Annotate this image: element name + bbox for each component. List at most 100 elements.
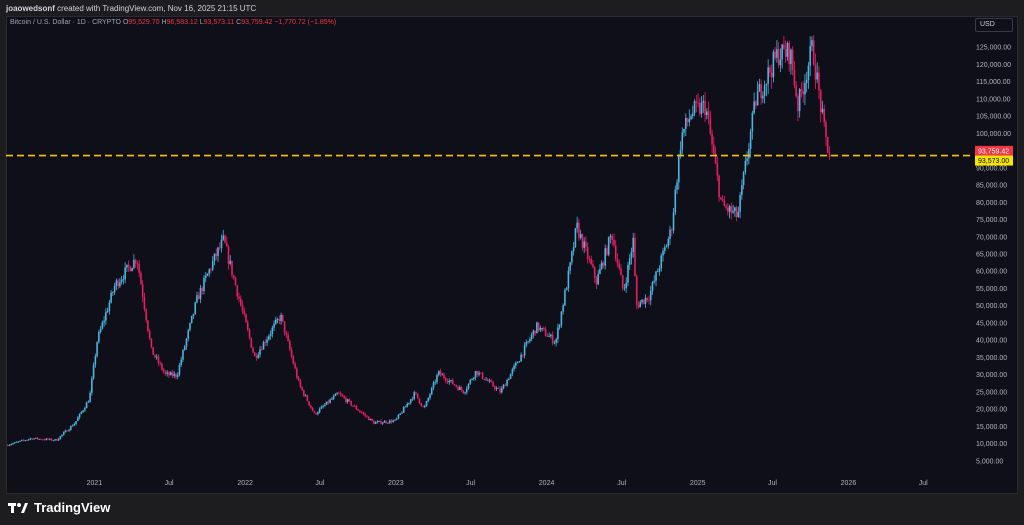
candle-body — [469, 379, 472, 384]
candle-body — [311, 407, 314, 412]
candle-body — [126, 264, 128, 268]
candle-body — [628, 258, 631, 265]
candle-body — [574, 228, 577, 247]
candle-body — [236, 285, 239, 297]
candle-body — [720, 197, 722, 200]
candle-body — [98, 332, 100, 343]
candle-body — [173, 373, 175, 376]
y-tick-label: 15,000.00 — [976, 424, 1007, 431]
price-badge — [975, 155, 1013, 166]
candle-body — [467, 383, 470, 389]
currency-button[interactable]: USD — [975, 18, 1013, 32]
candle-body — [418, 398, 421, 404]
candle-body — [751, 112, 754, 132]
candle-body — [26, 439, 28, 441]
candle-body — [259, 349, 261, 355]
candle-body — [516, 362, 519, 364]
candle-body — [82, 410, 84, 412]
candle-body — [413, 392, 416, 399]
candle-body — [136, 263, 139, 265]
candle-body — [642, 299, 645, 304]
candle-body — [324, 404, 326, 407]
candle-body — [296, 368, 298, 378]
candle-body — [457, 386, 459, 390]
candle-body — [423, 406, 426, 407]
candle-body — [133, 259, 135, 269]
x-tick-label: 2024 — [539, 480, 555, 487]
candle-body — [317, 412, 319, 415]
candle-body — [29, 438, 32, 440]
candle-body — [807, 65, 810, 80]
snapshot-info: created with TradingView.com, Nov 16, 20… — [57, 4, 257, 13]
candle-body — [371, 418, 373, 421]
candle-body — [91, 378, 93, 393]
candle-body — [203, 278, 205, 292]
candle-body — [110, 292, 112, 303]
candle-body — [180, 359, 183, 366]
candle-body — [141, 284, 144, 298]
candle-body — [492, 381, 494, 387]
candle-body — [614, 245, 617, 259]
candle-body — [483, 378, 486, 380]
candle-body — [709, 118, 712, 134]
candle-body — [416, 393, 419, 399]
candle-body — [488, 380, 491, 382]
y-tick-label: 45,000.00 — [976, 320, 1007, 327]
candle-body — [77, 417, 79, 422]
candle-body — [185, 338, 188, 347]
candle-body — [378, 420, 380, 422]
candle-body — [550, 334, 552, 337]
candle-body — [662, 250, 664, 256]
candle-body — [299, 380, 302, 387]
candle-body — [271, 327, 274, 335]
candle-body — [268, 336, 270, 340]
candle-body — [345, 397, 347, 403]
x-tick-label: Jul — [315, 480, 324, 487]
author-name: joaowedsonf — [6, 4, 55, 13]
candle-body — [683, 128, 685, 133]
candle-body — [78, 413, 81, 418]
candle-body — [744, 160, 747, 173]
candle-body — [57, 439, 60, 441]
candle-body — [260, 349, 263, 351]
candle-body — [257, 354, 260, 358]
candle-body — [508, 378, 510, 380]
candle-body — [366, 415, 368, 417]
candle-body — [381, 422, 384, 424]
candle-body — [6, 445, 9, 447]
candle-body — [800, 89, 803, 91]
candle-body — [127, 264, 130, 267]
candle-body — [772, 51, 775, 78]
candle-body — [350, 400, 352, 406]
candle-body — [408, 402, 410, 404]
candle-body — [495, 387, 498, 389]
candle-body — [147, 320, 149, 332]
candle-body — [436, 375, 438, 383]
chart-panel[interactable] — [6, 16, 1018, 494]
candle-body — [213, 253, 216, 262]
candle-body — [604, 248, 606, 266]
candle-body — [367, 416, 370, 421]
candle-body — [40, 438, 42, 440]
candle-body — [359, 410, 361, 412]
candle-body — [593, 267, 596, 278]
candle-body — [308, 401, 310, 406]
candle-body — [264, 342, 267, 343]
candle-body — [401, 412, 403, 414]
candle-body — [797, 96, 799, 112]
candle-body — [45, 438, 48, 440]
candle-body — [476, 370, 479, 375]
candle-body — [637, 304, 640, 308]
candle-body — [106, 310, 109, 313]
candle-body — [334, 393, 337, 397]
candle-body — [31, 438, 34, 440]
candle-body — [168, 372, 170, 376]
candle-body — [762, 95, 764, 99]
candle-body — [415, 392, 417, 394]
candle-body — [108, 302, 111, 311]
candle-body — [8, 444, 11, 446]
candle-body — [276, 319, 279, 320]
candle-body — [392, 420, 395, 423]
candle-body — [332, 396, 335, 399]
candle-body — [341, 394, 344, 397]
